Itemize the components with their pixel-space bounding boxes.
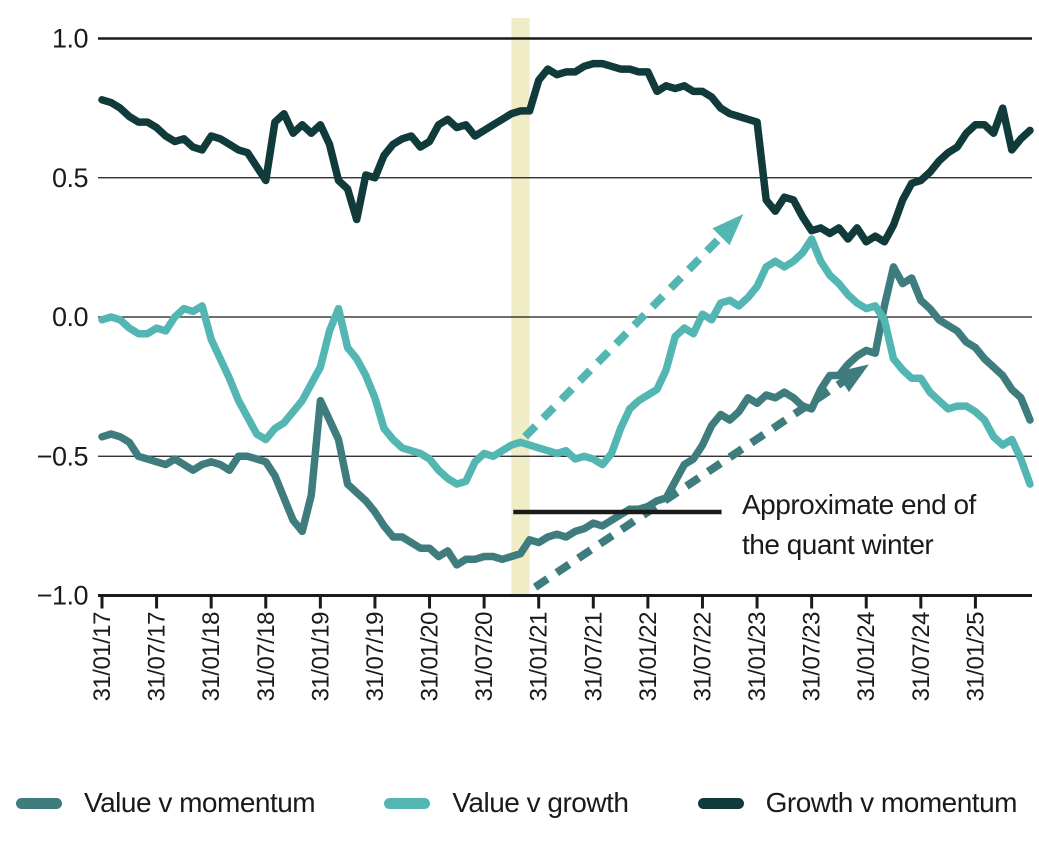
x-axis-label: 31/01/22 [635,612,662,702]
series-line-growth-v-momentum [98,59,1034,246]
x-axis-label: 31/07/20 [471,612,498,702]
series-line-value-v-momentum [98,263,1034,569]
legend-item-value-v-momentum: Value v momentum [16,787,316,819]
x-axis-label: 31/01/24 [853,612,880,702]
legend-swatch-value-v-growth [384,797,431,809]
chart-legend: Value v momentum Value v growth Growth v… [0,768,1039,838]
chart-canvas: 1.0 0.5 0.0 −0.5 −1.031/01/17 31/07/17 31/01/1… [37,18,1034,702]
x-axis-label: 31/01/17 [89,612,116,702]
legend-swatch-value-v-momentum [16,797,62,809]
x-axis-label: 31/07/21 [580,612,607,702]
y-axis-label: 0.5 [52,163,88,193]
x-axis-label: 31/01/25 [962,612,989,702]
legend-swatch-growth-v-momentum [697,797,744,809]
x-axis-label: 31/07/24 [908,612,935,702]
x-axis-label: 31/01/23 [744,612,771,702]
x-axis-label: 31/07/23 [799,612,826,702]
x-axis-label: 31/07/18 [253,612,280,702]
y-axis-label: 0.0 [52,302,88,332]
x-axis-label: 31/07/17 [144,612,171,702]
x-axis-label: 31/07/19 [362,612,389,702]
legend-label-value-v-growth: Value v growth [452,787,629,818]
y-axis-label: −0.5 [37,441,88,471]
series-line-value-v-growth [98,235,1034,488]
annotation-text-line-2: the quant winter [742,529,933,560]
x-axis-label: 31/01/19 [307,612,334,702]
trend-arrow-2-shaft [532,374,852,591]
correlation-line-chart: 1.0 0.5 0.0 −0.5 −1.0 31/01/17 31/07/17 31/01/1… [37,18,1034,702]
x-axis-label: 31/01/21 [526,612,553,702]
x-axis-label: 31/01/18 [198,612,225,702]
annotation-text-line-1: Approximate end of [742,489,977,520]
x-axis-label: 31/07/22 [689,612,716,702]
x-axis-label: 31/01/20 [417,612,444,702]
trend-arrow-1-head [712,213,744,246]
legend-label-growth-v-momentum: Growth v momentum [765,787,1018,818]
legend-label-value-v-momentum: Value v momentum [84,787,316,818]
legend-item-growth-v-momentum: Growth v momentum [697,787,1018,819]
y-axis-label: −1.0 [37,581,88,611]
y-axis-label: 1.0 [52,24,88,54]
legend-item-value-v-growth: Value v growth [384,787,629,819]
trend-arrow-1-shaft [522,228,730,440]
quant-winter-highlight-band [511,18,530,598]
